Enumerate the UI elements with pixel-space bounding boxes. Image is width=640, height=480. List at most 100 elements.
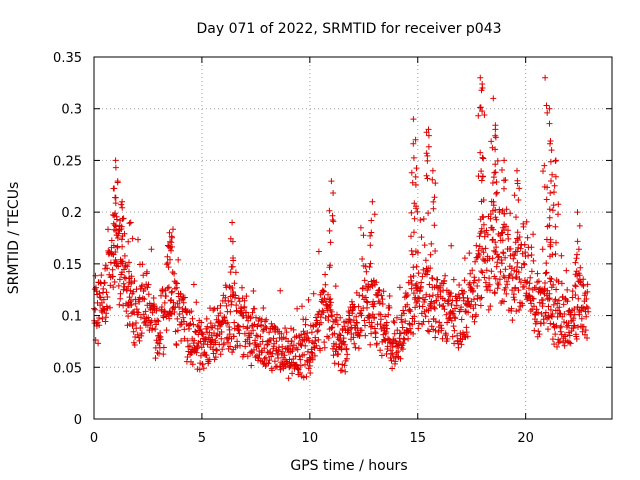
- data-point: [357, 224, 364, 231]
- data-point: [139, 282, 146, 289]
- data-point: [548, 178, 554, 184]
- data-point: [498, 230, 505, 237]
- data-point: [501, 177, 507, 184]
- data-point: [105, 226, 111, 233]
- data-point: [118, 236, 125, 243]
- data-point: [503, 206, 510, 213]
- data-point: [225, 339, 231, 346]
- data-point: [376, 287, 383, 294]
- data-point: [492, 214, 499, 221]
- data-point: [371, 300, 378, 307]
- data-point: [394, 314, 400, 321]
- data-point: [492, 239, 499, 246]
- y-tick-label: 0.3: [61, 103, 82, 118]
- data-point: [97, 294, 104, 301]
- data-point: [294, 365, 301, 372]
- data-point: [153, 321, 160, 328]
- data-point: [342, 368, 349, 375]
- data-point: [397, 338, 404, 345]
- data-point: [125, 283, 132, 290]
- data-point: [517, 279, 524, 286]
- data-point: [411, 200, 418, 207]
- data-point: [358, 312, 365, 319]
- data-point: [114, 178, 121, 185]
- data-point: [516, 276, 523, 282]
- data-point: [174, 315, 181, 322]
- data-point: [269, 367, 275, 374]
- data-point: [276, 344, 282, 351]
- data-point: [348, 331, 355, 337]
- y-tick-label: 0.05: [53, 361, 82, 376]
- data-point: [372, 329, 379, 336]
- data-point: [261, 345, 268, 352]
- data-point: [355, 345, 362, 352]
- data-point: [180, 314, 187, 321]
- data-point: [296, 353, 303, 360]
- data-point: [304, 348, 311, 355]
- data-point: [306, 337, 312, 344]
- data-point: [404, 292, 411, 298]
- data-point: [477, 104, 483, 111]
- data-point: [551, 341, 558, 348]
- data-point: [572, 282, 579, 289]
- data-point: [492, 207, 499, 213]
- data-point: [583, 313, 590, 320]
- data-point: [289, 370, 296, 377]
- data-point: [514, 235, 521, 242]
- data-point: [214, 347, 220, 354]
- data-point: [547, 306, 554, 313]
- data-point: [391, 319, 398, 326]
- data-point: [334, 321, 341, 328]
- data-point: [497, 232, 504, 239]
- data-point: [471, 277, 478, 284]
- data-point: [119, 198, 126, 205]
- data-point: [580, 276, 587, 283]
- data-point: [213, 346, 220, 353]
- data-point: [112, 164, 119, 171]
- data-point: [212, 339, 219, 346]
- data-point: [572, 259, 579, 266]
- y-tick-label: 0.15: [53, 258, 82, 273]
- data-point: [512, 284, 519, 291]
- data-point: [186, 343, 193, 349]
- data-point: [248, 330, 255, 337]
- data-point: [230, 291, 237, 298]
- data-point: [371, 211, 378, 218]
- data-point: [458, 341, 465, 348]
- data-point: [425, 210, 432, 217]
- data-point: [479, 213, 486, 220]
- y-tick-label: 0.25: [53, 154, 82, 169]
- data-point: [420, 266, 427, 273]
- data-point: [249, 309, 256, 316]
- data-point: [117, 290, 124, 297]
- data-point: [171, 309, 178, 315]
- data-point: [300, 374, 307, 381]
- data-point: [478, 168, 485, 175]
- data-point: [516, 185, 523, 192]
- data-point: [315, 327, 322, 334]
- data-point: [197, 326, 204, 333]
- data-point: [477, 295, 484, 302]
- data-point: [530, 231, 537, 238]
- data-point: [363, 298, 370, 305]
- data-point: [380, 288, 387, 295]
- data-point: [430, 205, 437, 212]
- data-point: [480, 249, 487, 256]
- data-point: [378, 352, 385, 359]
- data-point: [153, 305, 160, 312]
- data-point: [200, 365, 207, 372]
- data-point: [103, 310, 110, 317]
- data-point: [244, 353, 251, 360]
- data-point: [315, 336, 322, 343]
- data-point: [409, 179, 416, 186]
- data-point: [297, 356, 304, 363]
- data-point: [367, 232, 374, 239]
- data-point: [199, 361, 206, 368]
- data-point: [266, 357, 273, 364]
- data-point: [560, 301, 567, 308]
- data-point: [191, 337, 198, 344]
- data-point: [322, 271, 329, 278]
- data-point: [320, 299, 326, 306]
- data-point: [511, 296, 518, 303]
- data-point: [492, 169, 499, 176]
